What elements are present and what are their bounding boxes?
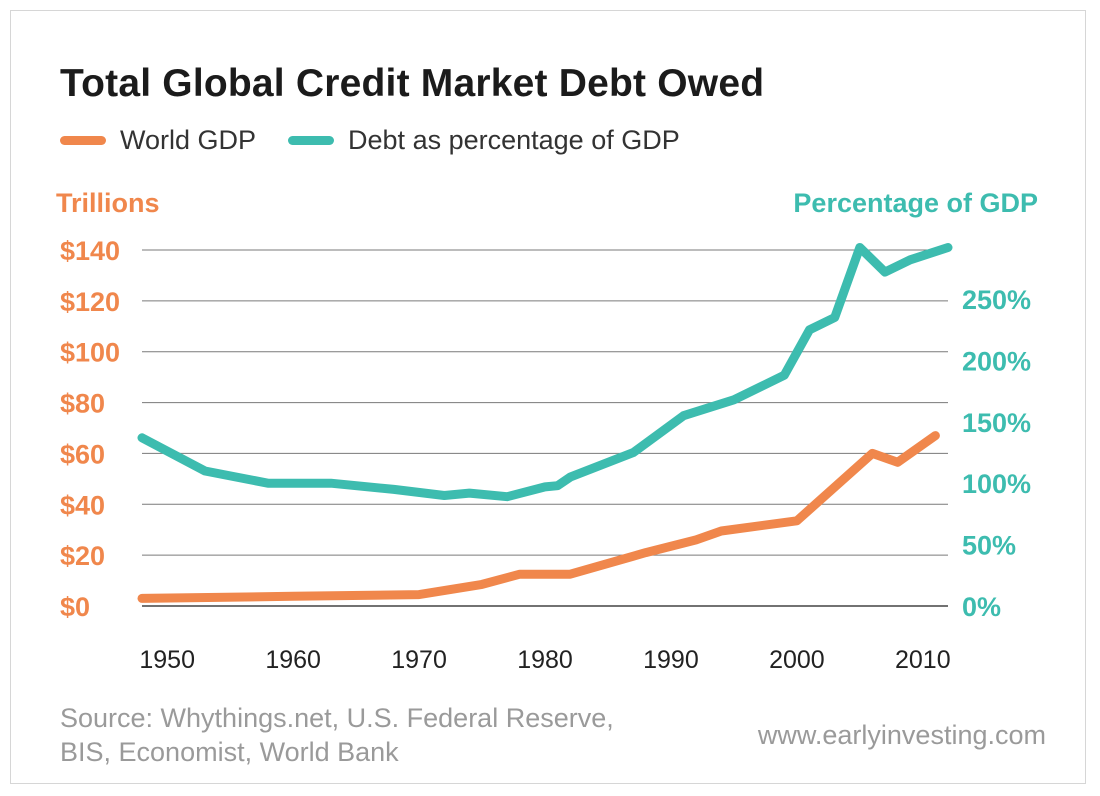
chart-frame [10, 10, 1086, 784]
x-tick-label: 1960 [265, 646, 321, 674]
left-tick-label: $60 [60, 439, 105, 469]
left-tick-label: $80 [60, 389, 105, 419]
left-axis-title: Trillions [56, 188, 160, 218]
right-tick-label: 50% [962, 531, 1016, 561]
legend-swatch-debt-pct [288, 135, 335, 145]
left-tick-label: $20 [60, 541, 105, 571]
right-tick-label: 200% [962, 346, 1031, 376]
legend-label-debt-pct: Debt as percentage of GDP [348, 124, 680, 155]
legend-label-world-gdp: World GDP [120, 124, 257, 155]
left-tick-label: $120 [60, 287, 120, 317]
legend-swatch-world-gdp [60, 135, 106, 145]
right-tick-label: 0% [962, 592, 1001, 622]
source-line-1: Source: Whythings.net, U.S. Federal Rese… [60, 703, 614, 733]
x-tick-label: 1980 [517, 646, 573, 674]
left-tick-label: $0 [60, 592, 90, 622]
x-tick-label: 1950 [139, 646, 195, 674]
right-axis-title: Percentage of GDP [793, 188, 1038, 218]
legend-item-world-gdp: World GDP [60, 125, 256, 156]
x-tick-label: 1970 [391, 646, 447, 674]
chart-title: Total Global Credit Market Debt Owed [60, 62, 765, 105]
right-tick-label: 250% [962, 285, 1031, 315]
x-tick-label: 1990 [643, 646, 699, 674]
left-tick-label: $40 [60, 490, 105, 520]
series-line-world-gdp [137, 431, 940, 603]
right-tick-label: 150% [962, 408, 1031, 438]
series-line-debt-pct [137, 243, 953, 502]
x-tick-label: 2000 [769, 646, 825, 674]
legend-item-debt-pct: Debt as percentage of GDP [288, 125, 680, 156]
source-note: Source: Whythings.net, U.S. Federal Rese… [60, 701, 614, 769]
website-credit: www.earlyinvesting.com [757, 720, 1046, 750]
source-line-2: BIS, Economist, World Bank [60, 737, 399, 767]
right-tick-label: 100% [962, 469, 1031, 499]
left-tick-label: $100 [60, 338, 120, 368]
legend: World GDP Debt as percentage of GDP [60, 122, 712, 158]
left-tick-label: $140 [60, 236, 120, 266]
x-tick-label: 2010 [895, 646, 951, 674]
